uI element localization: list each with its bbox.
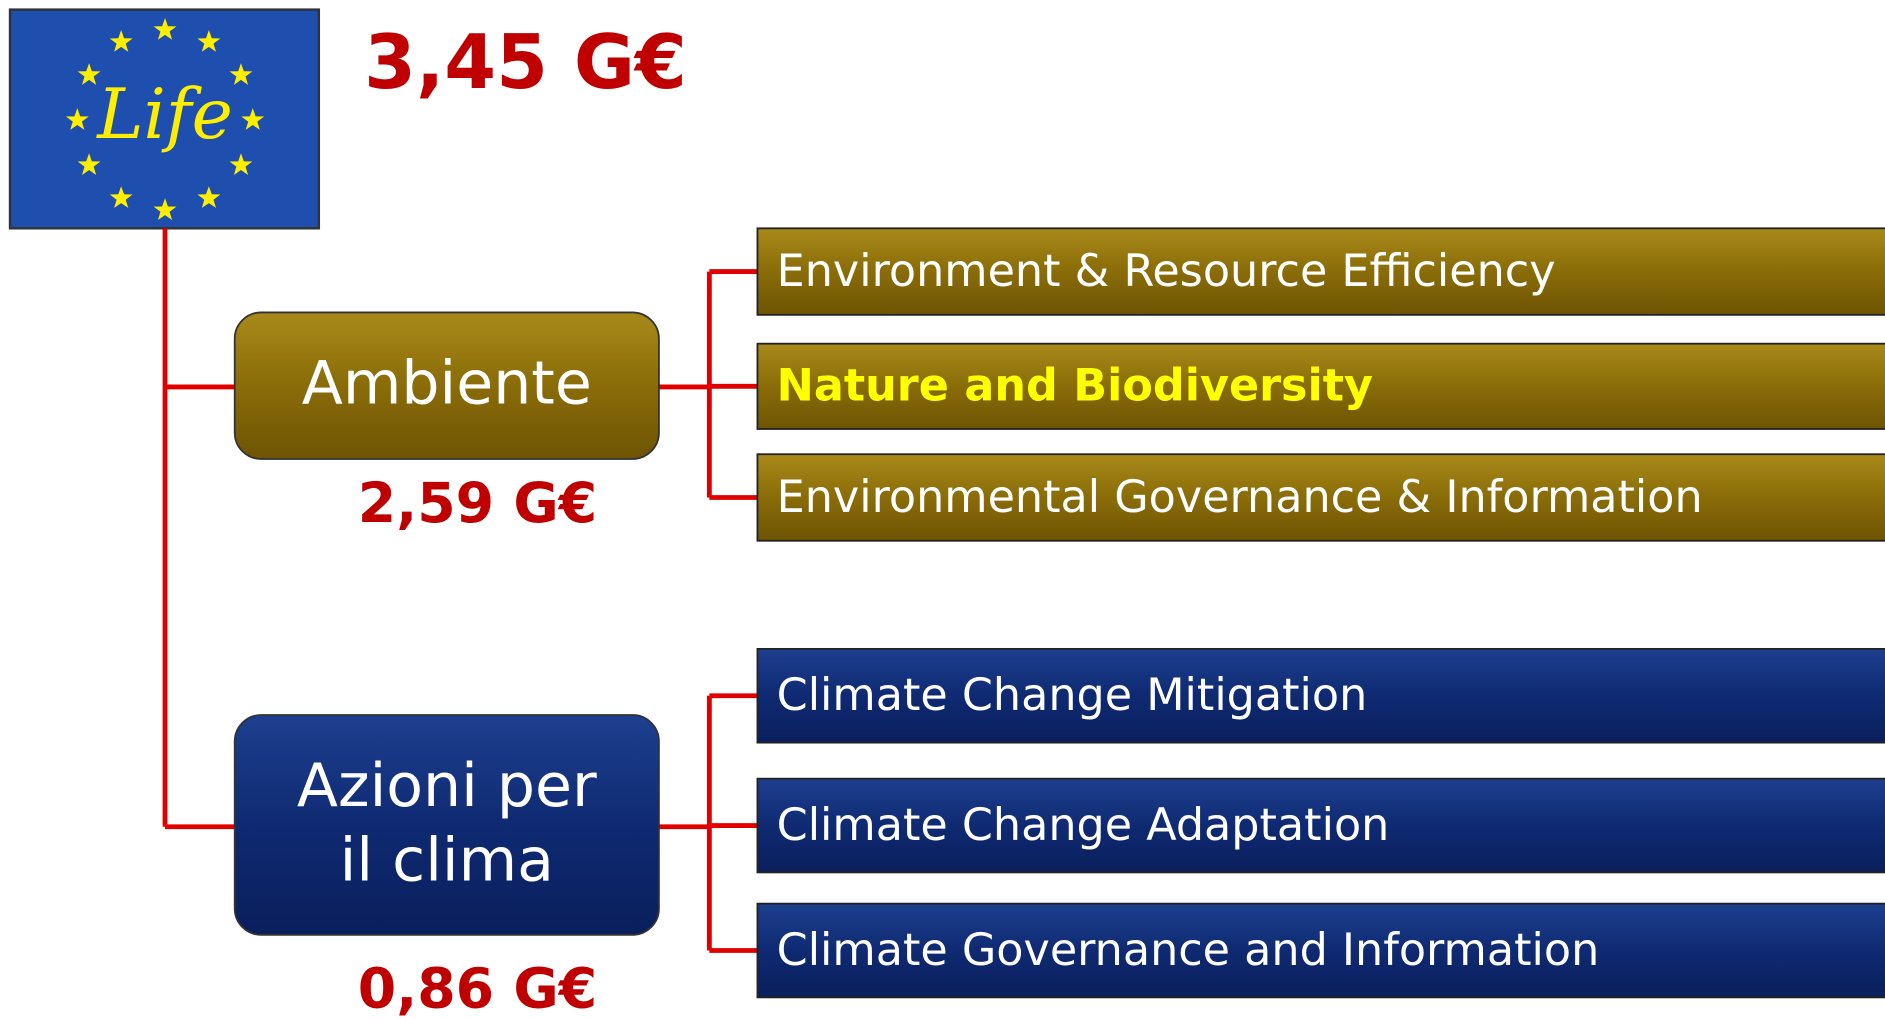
logo-text: Life — [95, 74, 233, 155]
branch-box — [233, 714, 660, 936]
star — [77, 63, 101, 85]
star — [77, 153, 101, 175]
item-bar — [756, 227, 1885, 316]
logo-stars — [65, 18, 265, 221]
item-bar — [756, 902, 1885, 999]
item-bar — [756, 647, 1885, 744]
star — [197, 30, 221, 52]
item-label: Nature and Biodiversity — [777, 361, 1373, 412]
star — [197, 186, 221, 208]
item-label: Climate Governance and Information — [777, 925, 1600, 976]
star — [229, 63, 253, 85]
item-label: Environment & Resource Efficiency — [777, 246, 1556, 297]
star — [153, 18, 177, 40]
branch-amount: 0,86 G€ — [358, 958, 597, 1019]
item-bar — [756, 453, 1885, 542]
branch-box — [233, 311, 660, 460]
star — [241, 108, 265, 130]
item-label: Environmental Governance & Information — [777, 472, 1703, 523]
branch-label: il clima — [340, 826, 554, 896]
branch-label: Azioni per — [297, 751, 597, 821]
branch-label: Ambiente — [302, 349, 592, 419]
item-label: Climate Change Adaptation — [777, 800, 1390, 851]
star — [109, 186, 133, 208]
item-bar — [756, 777, 1885, 874]
total-amount: 3,45 G€ — [364, 19, 687, 106]
item-label: Climate Change Mitigation — [777, 670, 1368, 721]
star — [229, 153, 253, 175]
star — [109, 30, 133, 52]
star — [153, 198, 177, 221]
star — [65, 108, 89, 130]
branch-amount: 2,59 G€ — [358, 472, 597, 536]
logo-flag — [8, 8, 321, 230]
item-bar — [756, 342, 1885, 430]
